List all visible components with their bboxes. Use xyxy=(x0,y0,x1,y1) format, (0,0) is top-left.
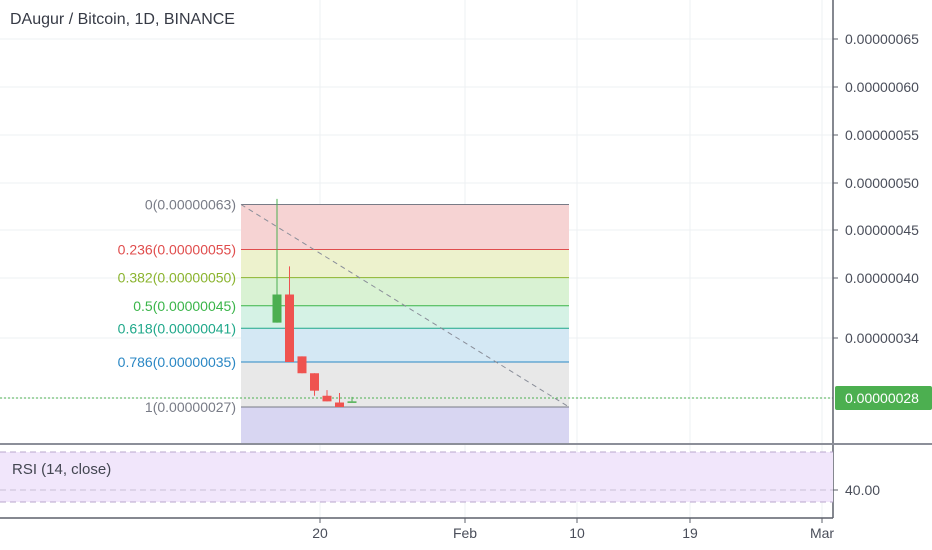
price-tick-label: 0.00000055 xyxy=(845,127,919,143)
time-tick-label: Feb xyxy=(453,525,477,541)
fib-trend-line xyxy=(240,204,570,408)
time-tick-label: 10 xyxy=(569,525,585,541)
fib-band-extension xyxy=(241,407,569,443)
fib-band xyxy=(241,328,569,362)
time-tick-label: 19 xyxy=(682,525,698,541)
fib-level-label: 0.618(0.00000041) xyxy=(118,320,236,336)
price-tick-label: 0.00000034 xyxy=(845,330,919,346)
price-tick-label: 0.00000050 xyxy=(845,175,919,191)
candle-body xyxy=(310,373,319,391)
price-tick-label: 0.00000065 xyxy=(845,31,919,47)
candle-body xyxy=(272,294,282,323)
rsi-tick-label: 40.00 xyxy=(845,482,880,498)
fib-band xyxy=(241,204,569,250)
price-tick-label: 0.00000040 xyxy=(845,270,919,286)
price-tick-label: 0.00000060 xyxy=(845,79,919,95)
fib-level-label: 1(0.00000027) xyxy=(145,399,236,415)
candle-body xyxy=(322,395,332,402)
chart-title: DAugur / Bitcoin, 1D, BINANCE xyxy=(10,11,235,28)
fib-band xyxy=(241,249,569,278)
candle-body xyxy=(297,356,307,374)
last-price-badge xyxy=(835,386,932,410)
fib-level-label: 0(0.00000063) xyxy=(145,197,236,213)
price-tick-label: 0.00000045 xyxy=(845,222,919,238)
fib-level-label: 0.786(0.00000035) xyxy=(118,354,236,370)
fib-band xyxy=(241,305,569,329)
time-tick-label: 20 xyxy=(312,525,328,541)
fib-band xyxy=(241,362,569,407)
rsi-label: RSI (14, close) xyxy=(12,461,112,478)
candle-body xyxy=(335,402,344,407)
time-tick-label: Mar xyxy=(810,525,834,541)
fib-level-label: 0.236(0.00000055) xyxy=(118,242,236,258)
last-price-label: 0.00000028 xyxy=(845,390,919,406)
candle-body xyxy=(285,294,294,362)
rsi-band xyxy=(0,452,833,502)
price-axis-bg xyxy=(833,0,932,550)
fib-level-label: 0.382(0.00000050) xyxy=(118,270,236,286)
fib-band xyxy=(241,277,569,306)
fib-level-label: 0.5(0.00000045) xyxy=(133,298,236,314)
candle-body xyxy=(347,401,357,403)
